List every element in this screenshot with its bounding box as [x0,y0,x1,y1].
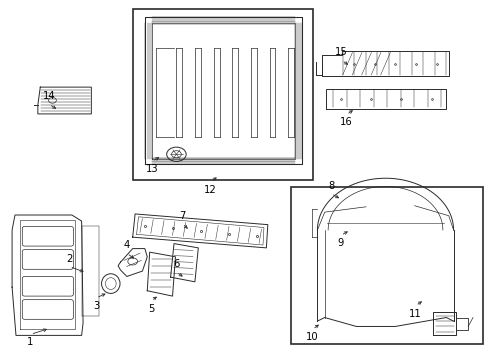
Text: 3: 3 [93,301,99,311]
Text: 10: 10 [305,332,318,342]
Text: 6: 6 [173,259,179,269]
Bar [290,187,482,344]
Text: 5: 5 [148,303,154,314]
Bar [132,9,312,180]
Text: 11: 11 [408,309,421,319]
Text: 8: 8 [327,181,333,191]
Text: 4: 4 [123,240,130,250]
Text: 13: 13 [145,164,158,174]
Text: 2: 2 [66,253,73,264]
Text: 15: 15 [335,48,347,58]
Text: 7: 7 [179,211,185,221]
Text: 14: 14 [42,91,55,102]
Text: 1: 1 [27,337,34,347]
Text: 12: 12 [203,185,216,195]
Text: 16: 16 [340,117,352,127]
Text: 9: 9 [337,238,343,248]
